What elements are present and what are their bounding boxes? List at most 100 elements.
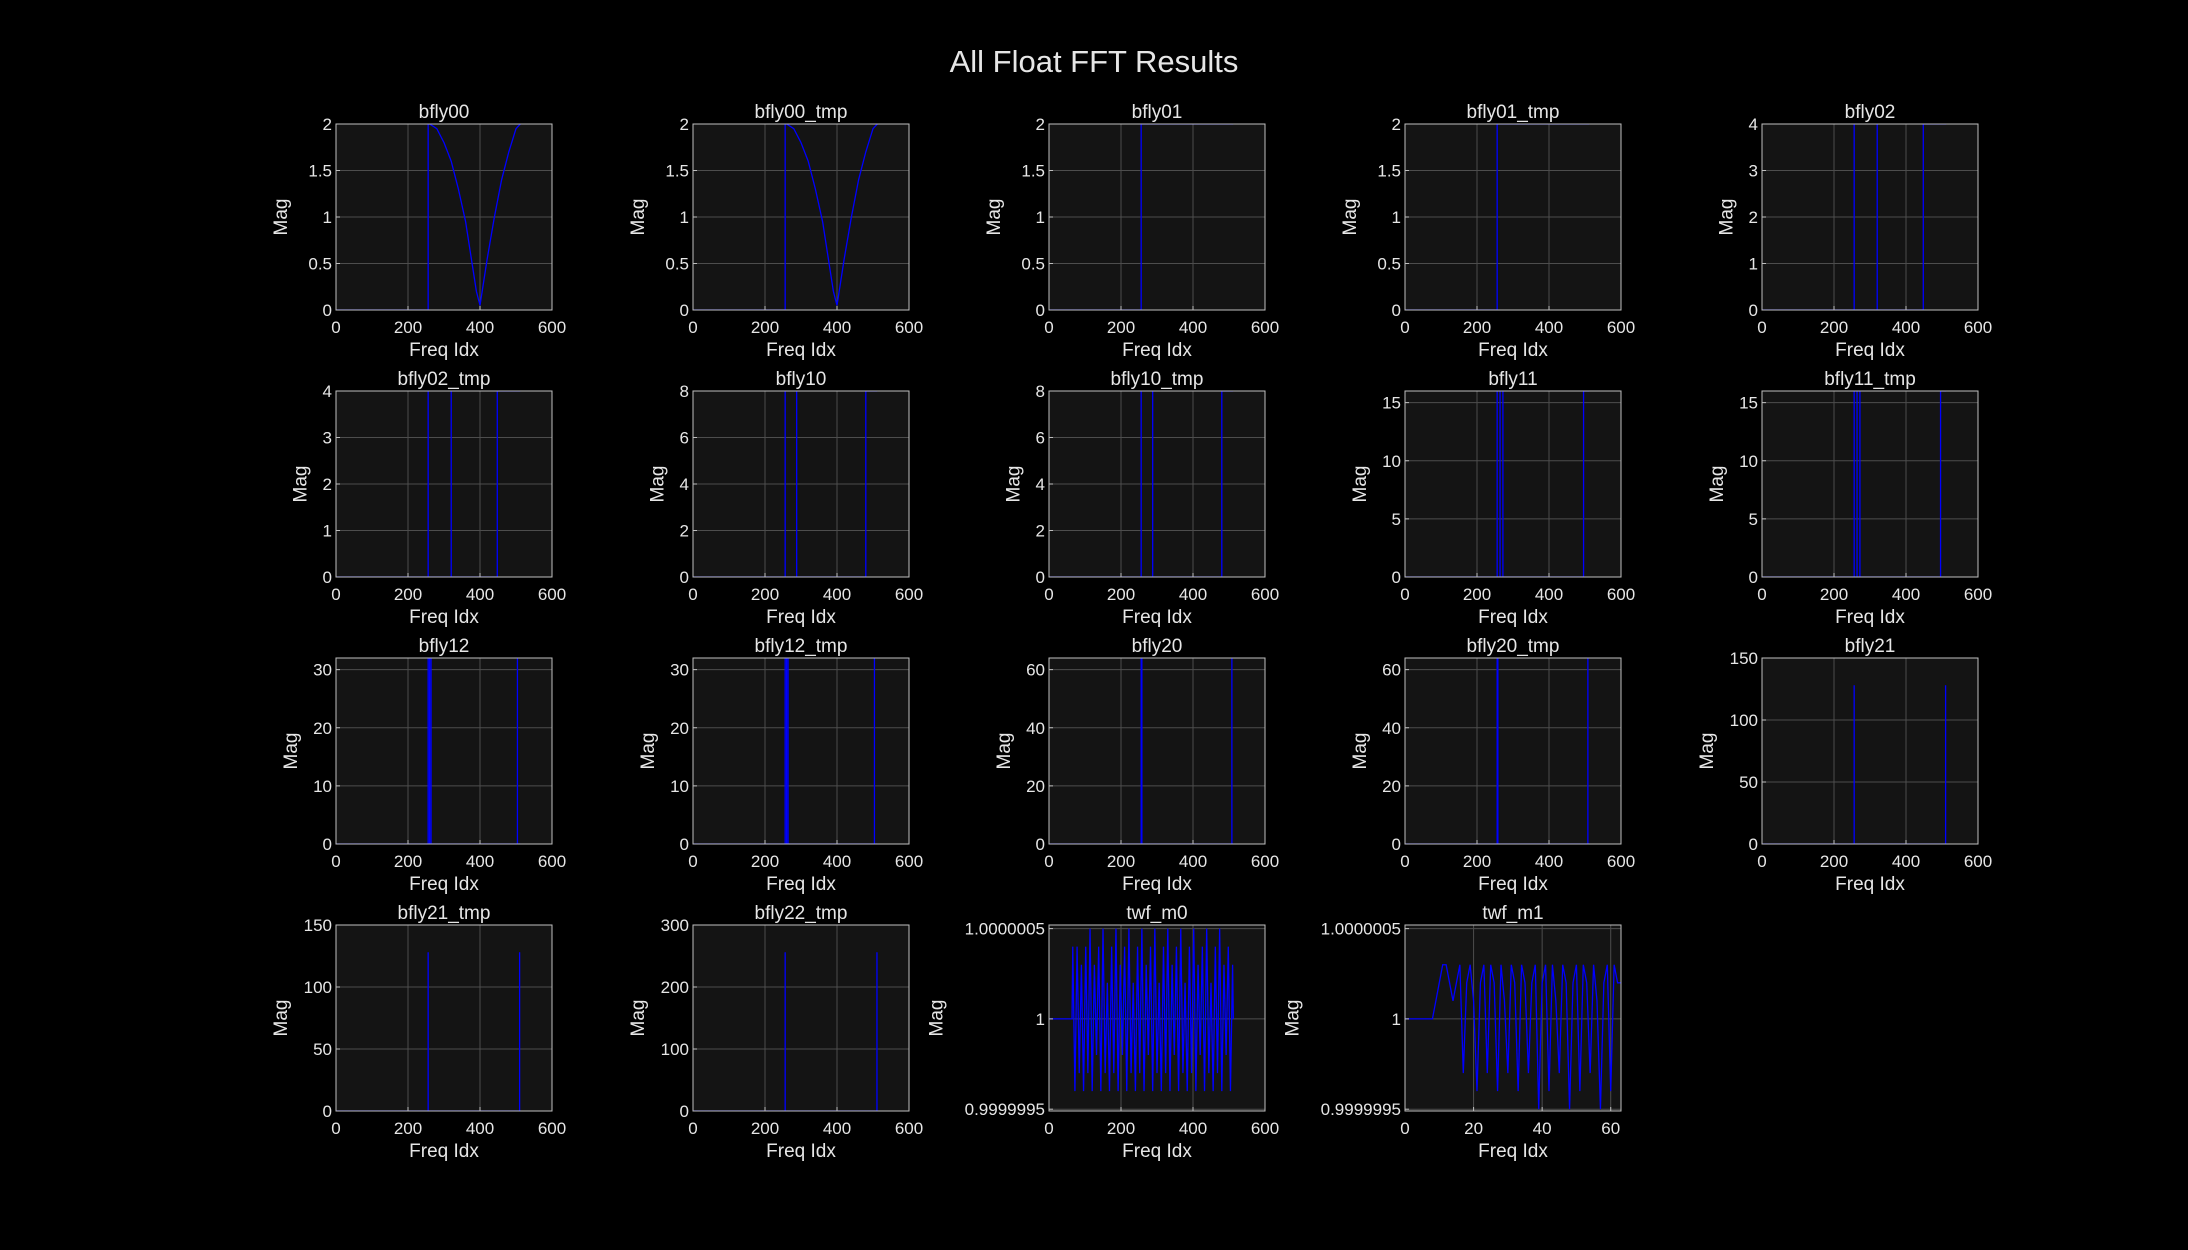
y-axis-label: Mag xyxy=(1283,1000,1304,1037)
y-axis-label: Mag xyxy=(1340,199,1361,236)
y-axis-label: Mag xyxy=(271,1000,292,1037)
x-tick-label: 200 xyxy=(1463,585,1491,604)
subplot-bfly01_tmp: 0 200 400 600 0 0.5 1 1.5 2 bfly01_tmp Freq Idx Mag xyxy=(1340,102,1635,361)
series-line xyxy=(1049,928,1234,1092)
y-tick-label: 10 xyxy=(313,777,332,796)
series-line xyxy=(336,124,521,310)
x-tick-label: 600 xyxy=(538,585,566,604)
y-tick-label: 0 xyxy=(680,301,689,320)
subplot-title: bfly11 xyxy=(1488,369,1537,390)
subplot-bfly12: 0 200 400 600 0 10 20 30 bfly12 Freq Idx Mag xyxy=(281,636,566,895)
axes-frame xyxy=(1404,924,1622,1112)
y-tick-label: 5 xyxy=(1392,510,1401,529)
x-tick-label: 600 xyxy=(1251,1119,1279,1138)
subplot-title: bfly01_tmp xyxy=(1467,102,1560,123)
y-axis-label: Mag xyxy=(638,733,659,770)
series-line xyxy=(1762,685,1947,844)
y-axis-label: Mag xyxy=(1350,733,1371,770)
figure-title: All Float FFT Results xyxy=(949,44,1239,79)
x-tick-label: 200 xyxy=(1820,852,1848,871)
subplot-bfly02_tmp: 0 200 400 600 0 1 2 3 4 bfly02_tmp Freq Idx Mag xyxy=(290,369,566,628)
y-tick-label: 1 xyxy=(1392,1010,1401,1029)
y-tick-label: 0 xyxy=(680,568,689,587)
y-tick-label: 0.5 xyxy=(1377,255,1401,274)
y-tick-label: 6 xyxy=(1036,429,1045,448)
y-tick-label: 60 xyxy=(1382,661,1401,680)
y-tick-label: 50 xyxy=(1739,773,1758,792)
series-line xyxy=(1049,658,1234,844)
subplot-bfly11_tmp: 0 200 400 600 0 5 10 15 bfly11_tmp Freq Idx Mag xyxy=(1707,369,1992,628)
y-tick-label: 1 xyxy=(1036,208,1045,227)
x-tick-label: 600 xyxy=(1964,852,1992,871)
y-tick-label: 1.5 xyxy=(308,162,332,181)
subplot-title: bfly02_tmp xyxy=(398,369,491,390)
y-axis-label: Mag xyxy=(628,1000,649,1037)
y-tick-label: 1.0000005 xyxy=(965,920,1045,939)
subplot-title: bfly00_tmp xyxy=(755,102,848,123)
axes-frame xyxy=(1404,390,1622,578)
x-tick-label: 0 xyxy=(1400,585,1409,604)
x-tick-label: 0 xyxy=(1044,585,1053,604)
y-tick-label: 8 xyxy=(1036,382,1045,401)
axes-background xyxy=(693,925,909,1111)
y-tick-label: 150 xyxy=(1730,649,1758,668)
x-tick-label: 20 xyxy=(1464,1119,1483,1138)
axes-frame xyxy=(335,924,553,1112)
y-tick-label: 5 xyxy=(1749,510,1758,529)
x-tick-label: 400 xyxy=(1892,585,1920,604)
y-axis-label: Mag xyxy=(628,199,649,236)
y-tick-label: 2 xyxy=(680,522,689,541)
series-line xyxy=(693,124,878,310)
y-tick-label: 0 xyxy=(1036,568,1045,587)
y-axis-label: Mag xyxy=(994,733,1015,770)
x-axis-label: Freq Idx xyxy=(1835,874,1905,895)
axes-frame xyxy=(1404,657,1622,845)
subplot-title: twf_m0 xyxy=(1126,903,1187,924)
x-tick-label: 60 xyxy=(1601,1119,1620,1138)
x-tick-label: 400 xyxy=(1179,852,1207,871)
y-tick-label: 100 xyxy=(304,978,332,997)
x-axis-label: Freq Idx xyxy=(409,1141,479,1162)
subplot-title: bfly12 xyxy=(419,636,470,657)
y-tick-label: 0 xyxy=(1749,835,1758,854)
x-tick-label: 600 xyxy=(1251,318,1279,337)
y-tick-label: 8 xyxy=(680,382,689,401)
x-tick-label: 400 xyxy=(466,1119,494,1138)
subplot-bfly00: 0 200 400 600 0 0.5 1 1.5 2 bfly00 Freq Idx Mag xyxy=(271,102,566,361)
series-line xyxy=(1762,124,1947,310)
y-tick-label: 0 xyxy=(323,835,332,854)
y-tick-label: 2 xyxy=(323,115,332,134)
axes-frame xyxy=(335,657,553,845)
series-line xyxy=(1405,658,1590,844)
y-tick-label: 1.5 xyxy=(1021,162,1045,181)
x-tick-label: 400 xyxy=(823,318,851,337)
x-tick-label: 400 xyxy=(1535,318,1563,337)
subplot-title: bfly21 xyxy=(1845,636,1896,657)
y-tick-label: 4 xyxy=(323,382,332,401)
subplot-bfly12_tmp: 0 200 400 600 0 10 20 30 bfly12_tmp Freq Idx Mag xyxy=(638,636,923,895)
axes-frame xyxy=(1761,390,1979,578)
x-tick-label: 200 xyxy=(1107,318,1135,337)
y-tick-label: 10 xyxy=(1382,452,1401,471)
x-tick-label: 400 xyxy=(1535,585,1563,604)
y-tick-label: 2 xyxy=(323,475,332,494)
y-tick-label: 0.9999995 xyxy=(965,1100,1045,1119)
y-axis-label: Mag xyxy=(271,199,292,236)
y-axis-label: Mag xyxy=(927,1000,948,1037)
subplot-twf_m1: 0 20 40 60 0.9999995 1 1.0000005 twf_m1 Freq Idx… xyxy=(1283,903,1622,1162)
y-axis-label: Mag xyxy=(1003,466,1024,503)
y-tick-label: 1 xyxy=(1036,1010,1045,1029)
axes-background xyxy=(693,658,909,844)
x-tick-label: 600 xyxy=(895,585,923,604)
x-tick-label: 0 xyxy=(688,1119,697,1138)
x-tick-label: 0 xyxy=(331,318,340,337)
axes-frame xyxy=(692,924,910,1112)
subplot-title: bfly02 xyxy=(1845,102,1896,123)
x-tick-label: 200 xyxy=(1463,318,1491,337)
x-tick-label: 400 xyxy=(823,585,851,604)
y-tick-label: 4 xyxy=(1749,115,1758,134)
series-line xyxy=(1405,964,1621,1110)
x-tick-label: 600 xyxy=(1251,585,1279,604)
subplot-title: bfly22_tmp xyxy=(755,903,848,924)
x-axis-label: Freq Idx xyxy=(1122,1141,1192,1162)
